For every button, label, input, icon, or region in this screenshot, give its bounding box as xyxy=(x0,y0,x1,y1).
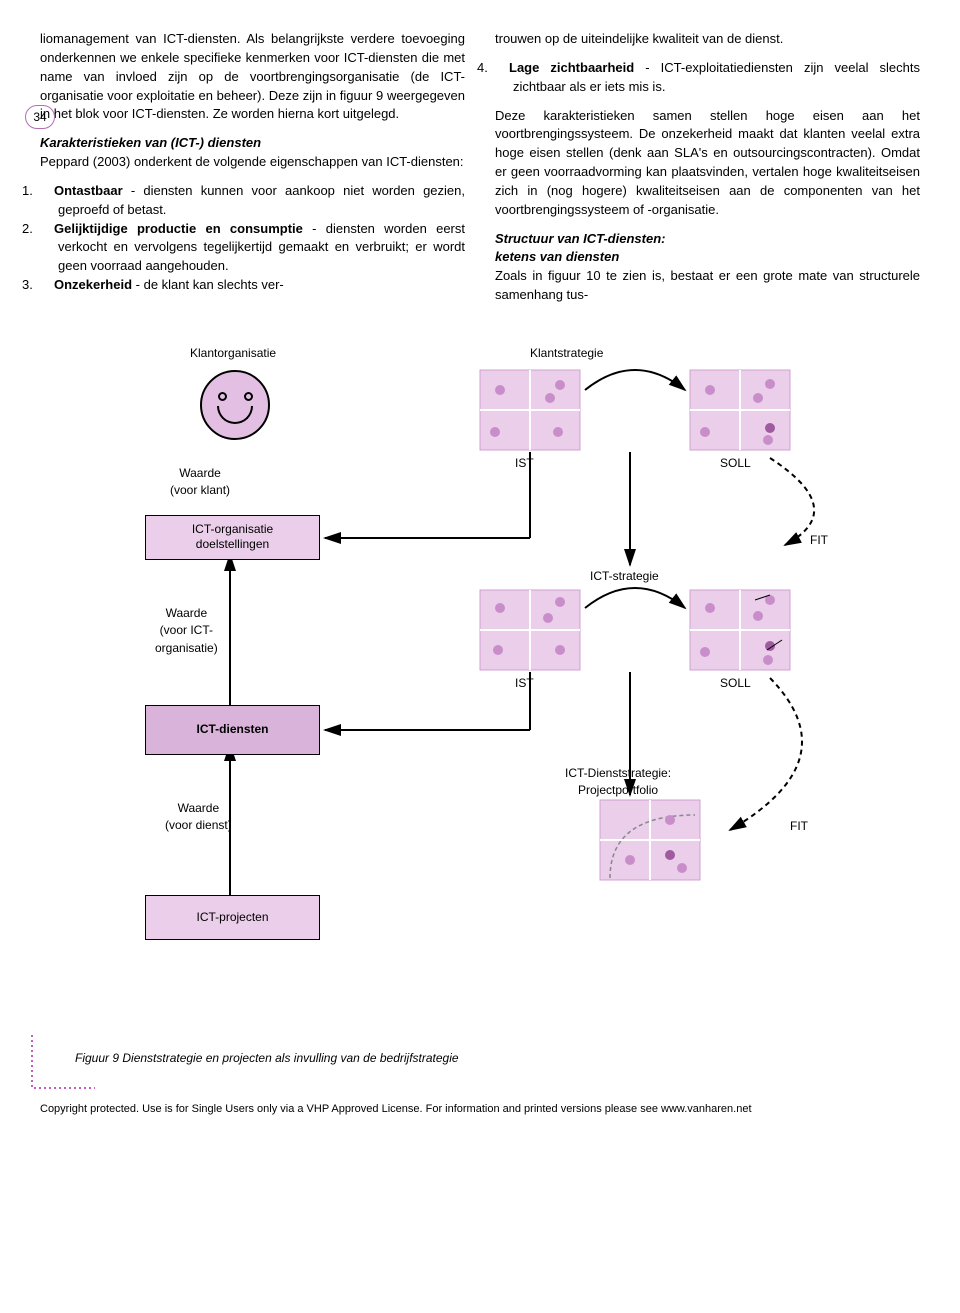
quad-portfolio xyxy=(600,800,700,880)
label-waarde-dienst: Waarde (voor dienst) xyxy=(165,800,232,835)
label-dienststrategie: ICT-Dienststrategie: Projectportfolio xyxy=(565,765,671,800)
para-karakteristieken: Deze karakteristieken samen stellen hoge… xyxy=(495,107,920,220)
left-column: liomanagement van ICT-diensten. Als bela… xyxy=(40,30,465,315)
label-klantstrategie: Klantstrategie xyxy=(530,345,603,362)
dotted-corner-decoration xyxy=(30,1033,100,1093)
smiley-icon xyxy=(200,370,270,440)
quad-ist-2 xyxy=(480,590,580,670)
quad-soll-1 xyxy=(690,370,790,450)
label-waarde-ict-org: Waarde (voor ICT- organisatie) xyxy=(155,605,218,657)
figure-9-diagram: Klantorganisatie Klantstrategie Waarde (… xyxy=(70,340,890,1040)
box-ict-projecten: ICT-projecten xyxy=(145,895,320,940)
subhead-text: Karakteristieken van (ICT-) diensten xyxy=(40,135,261,150)
label-soll-1: SOLL xyxy=(720,455,751,472)
para-intro: liomanagement van ICT-diensten. Als bela… xyxy=(40,30,465,124)
right-column: trouwen op de uiteindelijke kwaliteit va… xyxy=(495,30,920,315)
label-soll-2: SOLL xyxy=(720,675,751,692)
label-ist-2: IST xyxy=(515,675,534,692)
quad-soll-2 xyxy=(690,590,790,670)
box-ict-diensten: ICT-diensten xyxy=(145,705,320,755)
list-item: 4.Lage zichtbaarheid - ICT-exploitatiedi… xyxy=(495,59,920,97)
peppard-intro: Peppard (2003) onderkent de volgende eig… xyxy=(40,154,464,169)
list-item: 1.Ontastbaar - diensten kunnen voor aank… xyxy=(40,182,465,220)
para-zoals: Zoals in figuur 10 te zien is, bestaat e… xyxy=(495,268,920,302)
label-fit-1: FIT xyxy=(810,532,828,549)
label-fit-2: FIT xyxy=(790,818,808,835)
subhead-line1: Structuur van ICT-diensten: xyxy=(495,231,665,246)
list-item: 3.Onzekerheid - de klant kan slechts ver… xyxy=(40,276,465,295)
quad-ist-1 xyxy=(480,370,580,450)
box-ict-org-doel: ICT-organisatie doelstellingen xyxy=(145,515,320,560)
label-waarde-klant: Waarde (voor klant) xyxy=(170,465,230,500)
text-columns: liomanagement van ICT-diensten. Als bela… xyxy=(40,30,920,315)
label-ist-1: IST xyxy=(515,455,534,472)
characteristics-list: 1.Ontastbaar - diensten kunnen voor aank… xyxy=(40,182,465,295)
characteristics-list-cont: 4.Lage zichtbaarheid - ICT-exploitatiedi… xyxy=(495,59,920,97)
copyright-footer: Copyright protected. Use is for Single U… xyxy=(40,1102,920,1118)
subhead-karakteristieken: Karakteristieken van (ICT-) diensten Pep… xyxy=(40,134,465,172)
label-ict-strategie: ICT-strategie xyxy=(590,568,659,585)
label-klantorganisatie: Klantorganisatie xyxy=(190,345,276,362)
para-trouwen: trouwen op de uiteindelijke kwaliteit va… xyxy=(495,30,920,49)
subhead-line2: ketens van diensten xyxy=(495,249,619,264)
page-number-badge: 34 xyxy=(25,105,55,129)
subhead-structuur: Structuur van ICT-diensten: ketens van d… xyxy=(495,230,920,305)
figure-caption: Figuur 9 Dienststrategie en projecten al… xyxy=(75,1050,920,1067)
list-item: 2.Gelijktijdige productie en consumptie … xyxy=(40,220,465,277)
